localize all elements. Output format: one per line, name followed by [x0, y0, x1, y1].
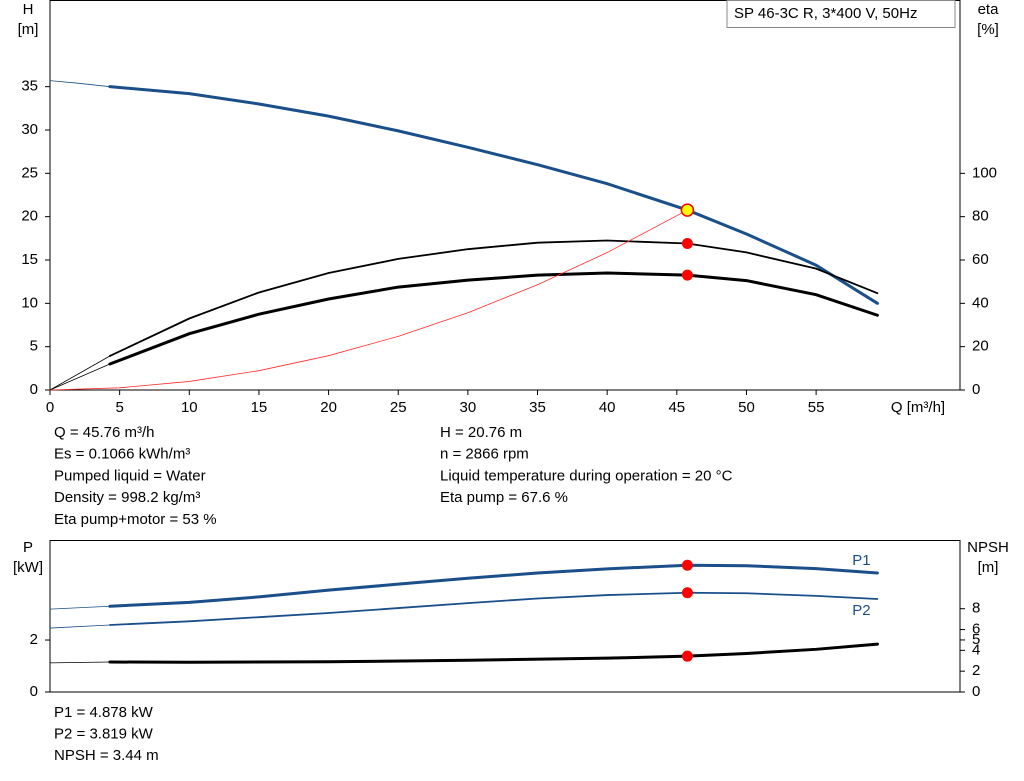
y-tick-label: 25: [21, 164, 38, 181]
y2-tick-label: 60: [972, 251, 989, 268]
plot-frame: [49, 540, 961, 693]
curve: [49, 661, 111, 664]
y2-tick-label: 100: [972, 164, 997, 181]
curve: [49, 624, 111, 629]
y2-tick-label: 40: [972, 294, 989, 311]
series-label: P1: [852, 552, 870, 569]
x-tick-label: 50: [738, 399, 755, 416]
operating-info: Density = 998.2 kg/m³: [54, 489, 200, 506]
series-label: P2: [852, 602, 870, 619]
x-tick-label: 10: [181, 399, 198, 416]
operating-info: NPSH = 3.44 m: [54, 747, 159, 764]
y2-tick-label: 0: [972, 381, 980, 398]
y2-tick-label: 2: [972, 662, 980, 679]
y-tick-label: 20: [21, 208, 38, 225]
curve: [49, 80, 111, 88]
y-tick-label: 0: [30, 683, 38, 700]
x-tick-label: 35: [529, 399, 546, 416]
plot-frame: [49, 0, 961, 391]
x-tick-label: 55: [808, 399, 825, 416]
operating-point: [681, 650, 693, 662]
curve: [108, 85, 879, 305]
x-tick-label: 15: [251, 399, 268, 416]
curve: [49, 605, 111, 610]
curve: [49, 209, 688, 391]
operating-point: [681, 238, 693, 250]
y2-axis-unit: [m]: [978, 559, 999, 576]
y-tick-label: 10: [21, 294, 38, 311]
x-tick-label: 0: [46, 399, 54, 416]
y2-axis-label: eta: [978, 1, 1000, 18]
operating-point: [681, 559, 693, 571]
x-tick-label: 5: [115, 399, 123, 416]
y-tick-label: 0: [30, 381, 38, 398]
operating-info: Eta pump+motor = 53 %: [54, 511, 217, 528]
y2-tick-label: 0: [972, 683, 980, 700]
curve: [49, 355, 111, 391]
curve: [108, 563, 879, 608]
curve: [108, 642, 879, 664]
y2-tick-label: 20: [972, 338, 989, 355]
curve: [108, 271, 879, 366]
y-tick-label: 2: [30, 631, 38, 648]
y2-tick-label: 6: [972, 621, 980, 638]
operating-info: Liquid temperature during operation = 20…: [440, 467, 733, 484]
operating-point: [681, 269, 693, 281]
operating-info: n = 2866 rpm: [440, 446, 529, 463]
x-tick-label: 25: [390, 399, 407, 416]
y-axis-unit: [m]: [18, 21, 39, 38]
y2-tick-label: 4: [972, 641, 980, 658]
y2-tick-label: 5: [972, 631, 980, 648]
y-axis-label: P: [23, 539, 33, 556]
y-tick-label: 30: [21, 121, 38, 138]
x-tick-label: 20: [320, 399, 337, 416]
operating-point: [681, 587, 693, 599]
y2-tick-label: 80: [972, 208, 989, 225]
operating-info: H = 20.76 m: [440, 424, 522, 441]
x-axis-label: Q [m³/h]: [891, 399, 945, 416]
operating-info: Pumped liquid = Water: [54, 467, 206, 484]
operating-info: P1 = 4.878 kW: [54, 704, 154, 721]
curve: [49, 363, 111, 391]
curve: [108, 591, 879, 626]
y-tick-label: 5: [30, 338, 38, 355]
operating-info: Q = 45.76 m³/h: [54, 424, 154, 441]
title-box: [726, 0, 956, 28]
curve: [108, 239, 879, 357]
y-tick-label: 15: [21, 251, 38, 268]
chart-title: SP 46-3C R, 3*400 V, 50Hz: [734, 5, 917, 22]
y-axis-unit: [kW]: [13, 559, 43, 576]
y-axis-label: H: [23, 1, 34, 18]
x-tick-label: 45: [668, 399, 685, 416]
operating-info: Es = 0.1066 kWh/m³: [54, 446, 190, 463]
operating-info: Eta pump = 67.6 %: [440, 489, 568, 506]
y-tick-label: 35: [21, 78, 38, 95]
operating-point: [680, 203, 695, 217]
y2-axis-unit: [%]: [977, 21, 999, 38]
operating-info: P2 = 3.819 kW: [54, 725, 154, 742]
y2-axis-label: NPSH: [967, 539, 1009, 556]
x-tick-label: 40: [599, 399, 616, 416]
x-tick-label: 30: [460, 399, 477, 416]
y2-tick-label: 8: [972, 600, 980, 617]
